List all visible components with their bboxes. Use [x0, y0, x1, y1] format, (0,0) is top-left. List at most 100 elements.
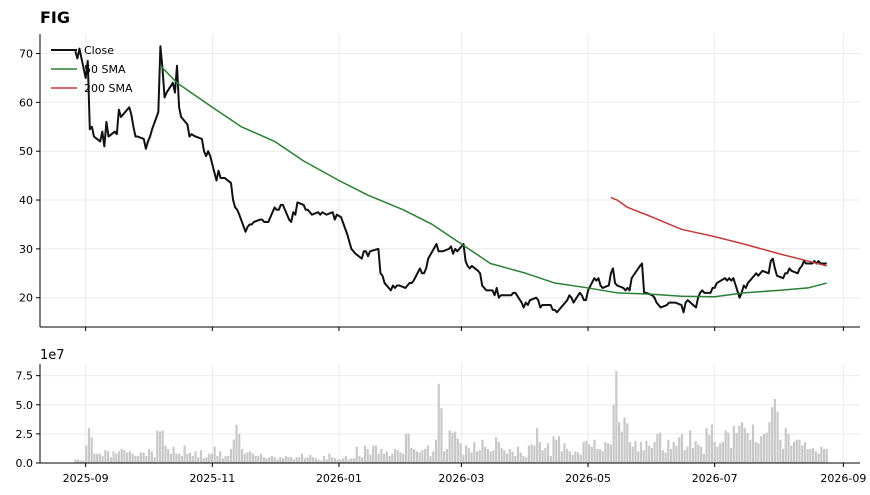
series-line-close	[74, 45, 827, 314]
volume-bar	[276, 459, 279, 463]
volume-bar	[776, 411, 779, 463]
volume-bar	[522, 456, 525, 463]
volume-bar	[306, 457, 309, 463]
volume-bar	[727, 432, 730, 463]
volume-bar	[219, 451, 222, 463]
volume-bar	[560, 451, 563, 463]
volume-bar	[268, 457, 271, 463]
volume-bar	[137, 456, 140, 463]
volume-bar	[445, 449, 449, 463]
volume-bar	[309, 454, 312, 463]
volume-bar	[768, 422, 771, 463]
volume-bar	[240, 449, 244, 463]
volume-bar	[399, 452, 402, 463]
volume-bar	[434, 439, 438, 463]
volume-bar	[156, 430, 159, 463]
volume-bar	[757, 443, 760, 463]
volume-scale-label: 1e7	[40, 348, 65, 363]
volume-bar	[361, 457, 364, 463]
volume-bar	[492, 450, 495, 463]
volume-bar	[596, 449, 599, 463]
volume-bar	[311, 457, 315, 463]
volume-bar	[377, 453, 380, 463]
volume-bar	[661, 450, 664, 463]
volume-bar	[224, 456, 227, 463]
volume-bar	[792, 442, 796, 463]
volume-bar	[150, 451, 153, 463]
volume-bar	[331, 457, 334, 463]
price-y-tick-label: 40	[19, 194, 33, 207]
volume-bar	[232, 439, 235, 463]
price-y-tick-label: 60	[19, 96, 33, 109]
volume-bar	[85, 445, 88, 463]
volume-bar	[366, 449, 369, 463]
volume-bar	[183, 445, 186, 463]
volume-bar	[604, 442, 607, 463]
volume-bar	[301, 453, 304, 463]
volume-bar	[639, 442, 643, 463]
volume-bar	[612, 404, 615, 463]
volume-bar	[128, 451, 132, 463]
volume-bar	[730, 447, 733, 463]
volume-bar	[568, 451, 572, 463]
volume-bar	[227, 456, 230, 463]
volume-bar	[270, 456, 274, 463]
volume-bar	[497, 442, 500, 463]
volume-bar	[369, 454, 372, 463]
volume-bar	[112, 451, 115, 463]
volume-bar	[609, 444, 612, 463]
volume-bar	[749, 439, 752, 463]
volume-bar	[683, 450, 686, 463]
volume-bar	[566, 449, 569, 463]
volume-bar	[516, 446, 520, 463]
volume-bar	[738, 425, 741, 463]
volume-bar	[530, 444, 533, 463]
volume-bar	[410, 447, 413, 463]
volume-bar	[593, 439, 596, 463]
volume-bar	[96, 453, 99, 463]
volume-bar	[719, 443, 722, 463]
volume-bar	[637, 451, 640, 463]
volume-bar	[393, 449, 397, 463]
volume-bar	[645, 440, 648, 463]
volume-bar	[342, 458, 345, 463]
volume-bar	[467, 447, 470, 463]
volume-bar	[74, 459, 77, 463]
volume-bar	[407, 433, 410, 463]
volume-bar	[732, 425, 735, 463]
volume-bar	[511, 451, 514, 463]
volume-bar	[713, 442, 716, 463]
price-y-tick-label: 70	[19, 48, 33, 61]
volume-bar	[120, 449, 123, 463]
volume-bar	[180, 456, 183, 463]
volume-bar	[199, 450, 203, 463]
volume-bar	[484, 446, 487, 463]
volume-bar	[358, 456, 361, 463]
volume-bar	[740, 422, 744, 463]
volume-bar	[202, 458, 205, 463]
volume-y-tick-label: 2.5	[16, 428, 34, 441]
volume-bar	[598, 449, 602, 463]
volume-bar	[549, 456, 552, 463]
volume-bar	[814, 451, 817, 463]
volume-bar	[391, 453, 394, 463]
volume-bar	[798, 439, 801, 463]
volume-bar	[320, 460, 323, 463]
volume-bar	[87, 428, 91, 463]
volume-bar	[251, 453, 255, 463]
volume-bar	[191, 456, 194, 463]
volume-bar	[76, 459, 80, 463]
volume-bar	[172, 446, 175, 463]
volume-bar	[626, 423, 629, 463]
volume-bar	[779, 439, 782, 463]
volume-bar	[164, 445, 167, 463]
volume-bar	[585, 440, 588, 463]
volume-bar	[702, 453, 705, 463]
volume-bar	[328, 453, 331, 463]
volume-bar	[418, 452, 421, 463]
volume-bar	[161, 430, 164, 463]
volume-bar	[396, 450, 399, 463]
volume-bar	[473, 442, 476, 463]
volume-bar	[292, 459, 295, 463]
volume-bar	[648, 445, 651, 463]
